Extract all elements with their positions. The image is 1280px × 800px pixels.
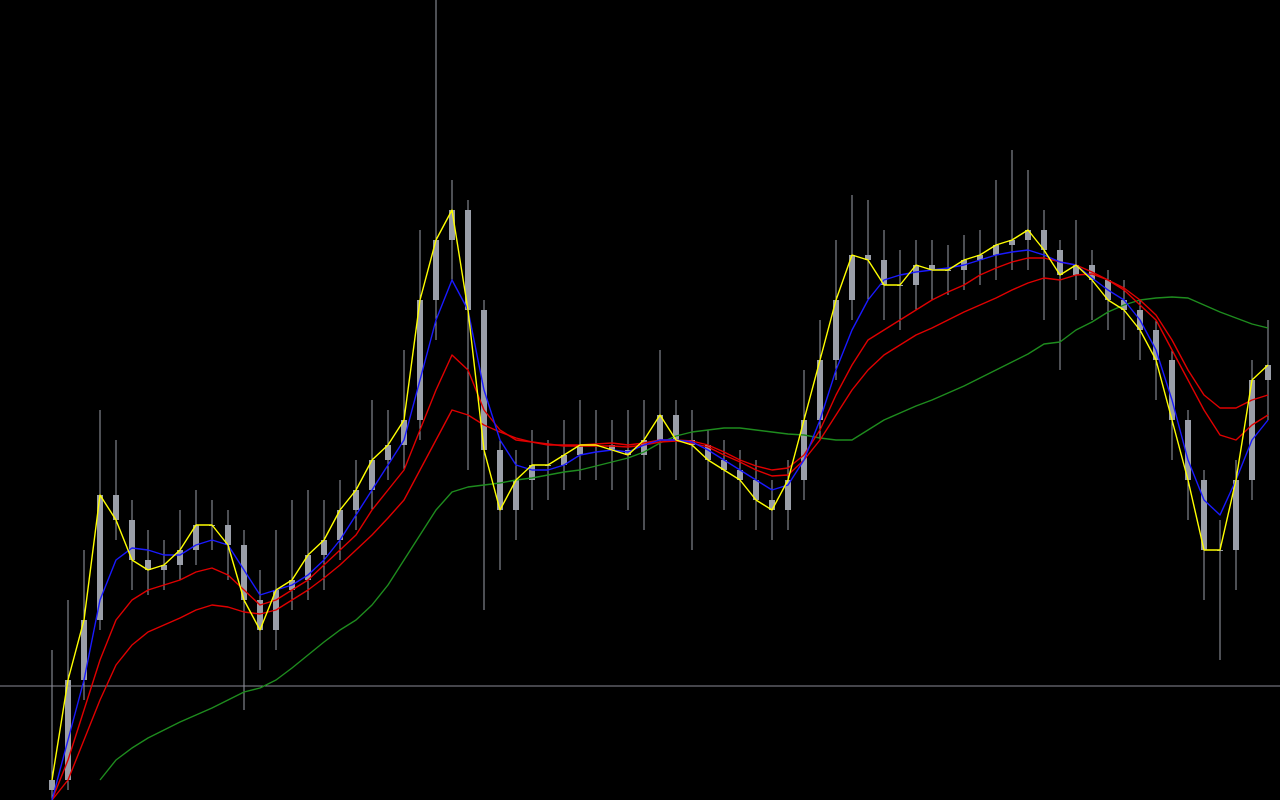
candle-body: [529, 465, 535, 480]
candle-body: [129, 520, 135, 560]
candle-body: [385, 445, 391, 460]
candle-body: [993, 245, 999, 255]
candle-body: [737, 470, 743, 480]
candle-body: [241, 545, 247, 600]
candle-body: [369, 460, 375, 490]
candle-body: [929, 265, 935, 270]
candle-body: [113, 495, 119, 520]
candle-body: [257, 600, 263, 630]
candle-body: [497, 450, 503, 510]
candle-body: [49, 780, 55, 790]
candle-body: [1025, 230, 1031, 240]
candle-body: [337, 510, 343, 540]
candle-body: [177, 550, 183, 565]
candle-body: [1153, 330, 1159, 360]
candle-body: [817, 360, 823, 420]
candle-body: [513, 480, 519, 510]
candle-body: [865, 255, 871, 260]
candle-body: [1201, 480, 1207, 550]
candle-body: [705, 445, 711, 460]
candle-body: [1249, 380, 1255, 480]
candle-body: [833, 300, 839, 360]
candle-body: [193, 525, 199, 550]
candle-body: [977, 255, 983, 260]
candle-body: [225, 525, 231, 545]
candle-body: [401, 420, 407, 445]
candle-body: [305, 555, 311, 580]
candle-body: [657, 415, 663, 440]
candle-body: [1009, 240, 1015, 245]
candle-body: [1169, 360, 1175, 420]
candle-body: [465, 210, 471, 310]
candle-body: [321, 540, 327, 555]
candle-body: [561, 455, 567, 465]
candle-body: [417, 300, 423, 420]
candle-body: [145, 560, 151, 570]
candle-body: [785, 480, 791, 510]
candle-body: [609, 445, 615, 450]
candle-body: [433, 240, 439, 300]
candle-body: [1265, 365, 1271, 380]
candle-body: [721, 460, 727, 470]
candle-body: [801, 420, 807, 480]
candle-body: [881, 260, 887, 285]
candle-body: [1233, 480, 1239, 550]
moving-average-line: [99, 296, 1269, 781]
candle-body: [769, 500, 775, 510]
candle-body: [849, 255, 855, 300]
moving-average-line: [51, 209, 1269, 781]
candle-body: [641, 440, 647, 455]
candle-body: [577, 445, 583, 455]
candle-body: [673, 415, 679, 440]
candle-body: [1073, 265, 1079, 275]
candle-body: [913, 265, 919, 285]
candle-body: [1041, 230, 1047, 250]
candle-body: [753, 480, 759, 500]
candle-body: [481, 310, 487, 450]
candle-body: [449, 210, 455, 240]
moving-average-line: [51, 273, 1269, 800]
candle-body: [353, 490, 359, 510]
moving-average-line: [51, 249, 1269, 800]
candle-body: [81, 620, 87, 680]
candle-body: [161, 565, 167, 570]
candle-body: [65, 680, 71, 780]
candle-body: [97, 495, 103, 620]
candle-body: [1185, 420, 1191, 480]
